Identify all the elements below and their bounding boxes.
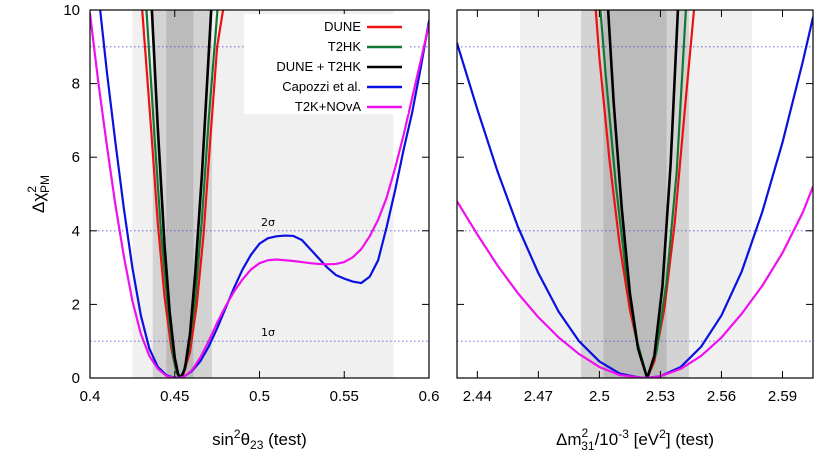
x-axis-label: sin2θ23 (test) [212, 427, 307, 452]
series-t2hk [145, 10, 219, 378]
y-tick-label: 4 [72, 223, 80, 240]
legend-label-t2hk: T2HK [328, 39, 362, 54]
legend: DUNE T2HK DUNE + T2HK Capozzi et al. T2K+NOv… [244, 14, 408, 114]
legend-label-dune-t2hk: DUNE + T2HK [276, 59, 361, 74]
series-capozzi-et-al [99, 10, 429, 378]
y-tick-label: 0 [72, 370, 80, 387]
series-t2k-nova [90, 12, 429, 378]
x-tick-label: 0.45 [160, 388, 189, 405]
x-tick-label: 0.4 [80, 388, 101, 405]
x-tick-label: 2.44 [463, 388, 492, 405]
x-axis-label: Δm2 31/10-3 [eV2] (test) [556, 426, 714, 453]
y-tick-label: 2 [72, 296, 80, 313]
x-tick-label: 0.55 [330, 388, 359, 405]
x-tick-label: 0.5 [249, 388, 270, 405]
legend-label-dune: DUNE [324, 19, 361, 34]
x-tick-label: 2.56 [707, 388, 736, 405]
x-tick-label: 2.59 [768, 388, 797, 405]
y-axis-label: Δχ2PM [25, 175, 52, 213]
legend-label-t2k-nova: T2K+NOvA [295, 99, 361, 114]
series-dune-t2hk [150, 10, 213, 378]
y-tick-label: 10 [63, 2, 80, 19]
y-tick-label: 6 [72, 149, 80, 166]
legend-background [244, 14, 408, 114]
y-tick-label: 8 [72, 76, 80, 93]
right-panel: 2.44 2.47 2.5 2.53 2.56 2.59 Δm2 31/10-3 [eV2] … [456, 9, 814, 453]
sigma-label-1: 1σ [261, 326, 275, 339]
x-tick-label: 0.6 [419, 388, 440, 405]
x-tick-label: 2.47 [524, 388, 553, 405]
series-dune-t2hk [606, 10, 680, 378]
plot-frame [456, 9, 814, 379]
x-tick-label: 2.53 [646, 388, 675, 405]
x-tick-label: 2.5 [589, 388, 610, 405]
sigma-label-4: 2σ [261, 216, 275, 229]
legend-label-capozzi-et-al: Capozzi et al. [282, 79, 361, 94]
